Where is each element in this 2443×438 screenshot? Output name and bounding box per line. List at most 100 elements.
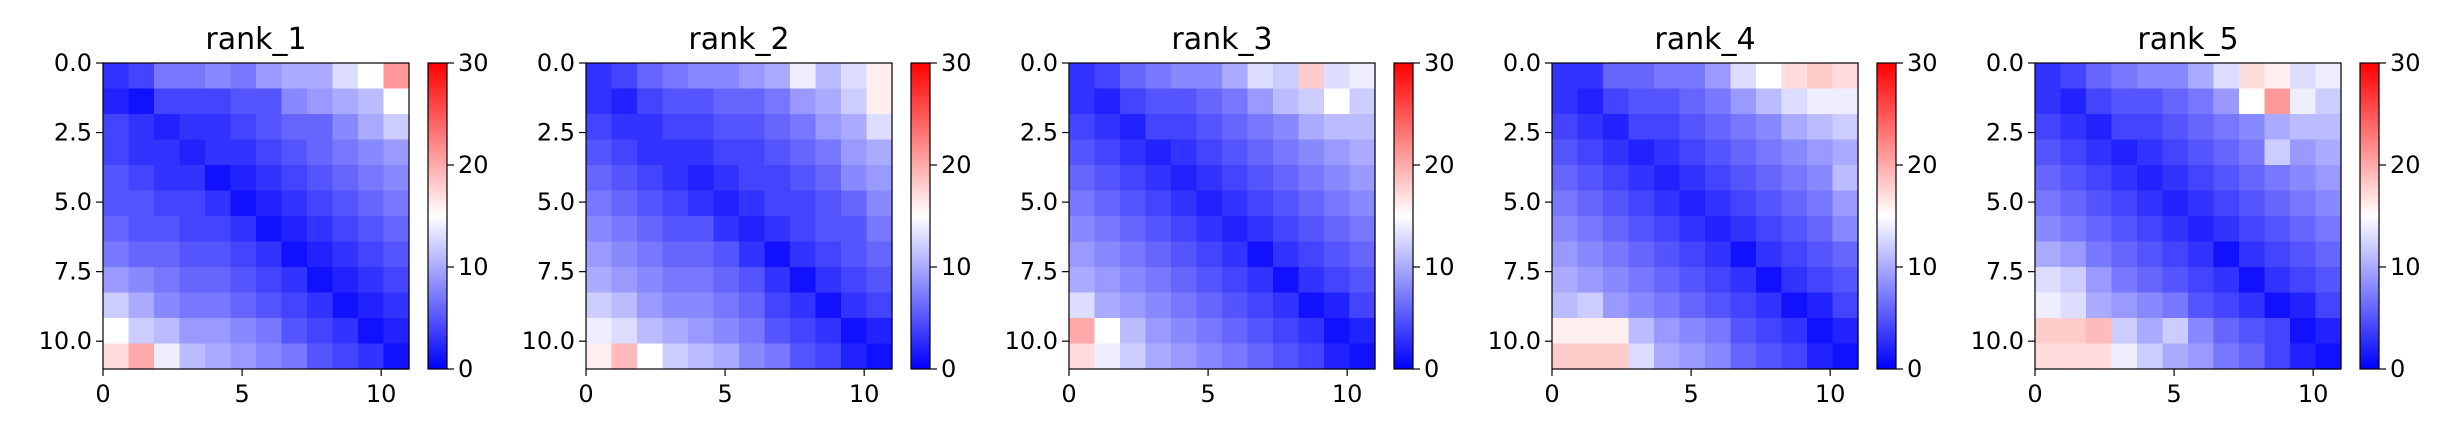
heatmap-cell — [128, 318, 155, 345]
heatmap-cell — [1171, 343, 1198, 370]
heatmap-cell — [1832, 318, 1859, 345]
heatmap-cell — [2239, 267, 2266, 294]
heatmap-cell — [383, 114, 410, 141]
heatmap-cell — [1730, 165, 1757, 192]
heatmap-cell — [713, 165, 740, 192]
heatmap-cell — [1832, 241, 1859, 268]
heatmap-cell — [2315, 267, 2342, 294]
heatmap-cell — [841, 343, 868, 370]
heatmap-cell — [2264, 165, 2291, 192]
heatmap-cell — [2111, 114, 2138, 141]
heatmap-cell — [1679, 318, 1706, 345]
heatmap-cell — [103, 216, 130, 243]
heatmap-cell — [1730, 292, 1757, 319]
heatmap-cell — [1273, 139, 1300, 166]
heatmap-cell — [256, 267, 283, 294]
heatmap-cell — [154, 114, 181, 141]
heatmap-cell — [2213, 241, 2240, 268]
x-tick-label: 10 — [2298, 380, 2329, 408]
heatmap-cell — [383, 216, 410, 243]
heatmap-cell — [2239, 190, 2266, 217]
heatmap-cell — [2188, 267, 2215, 294]
heatmap-cell — [815, 139, 842, 166]
y-tick-label: 0.0 — [537, 49, 575, 77]
heatmap-cell — [230, 267, 257, 294]
heatmap-cell — [866, 241, 893, 268]
heatmap-cell — [281, 165, 308, 192]
heatmap-cell — [1094, 190, 1121, 217]
heatmap-cell — [1730, 139, 1757, 166]
heatmap-cell — [764, 267, 791, 294]
heatmap-cell — [2264, 190, 2291, 217]
heatmap-cell — [790, 114, 817, 141]
heatmap-cell — [841, 267, 868, 294]
y-tick-label: 2.5 — [1020, 119, 1058, 147]
heatmap-cell — [1069, 114, 1096, 141]
heatmap-cell — [586, 318, 613, 345]
heatmap-cell — [1654, 114, 1681, 141]
heatmap-cell — [586, 63, 613, 90]
heatmap-cell — [103, 139, 130, 166]
heatmap-cell — [841, 88, 868, 115]
heatmap-cell — [611, 318, 638, 345]
colorbar-tick-label: 10 — [1424, 253, 1455, 281]
heatmap-cell — [281, 88, 308, 115]
heatmap-cell — [713, 190, 740, 217]
colorbar-tick-label: 20 — [941, 151, 972, 179]
heatmap-cell — [1756, 139, 1783, 166]
heatmap-cell — [739, 216, 766, 243]
heatmap-cell — [841, 190, 868, 217]
heatmap-cell — [2213, 114, 2240, 141]
heatmap-cell — [866, 165, 893, 192]
heatmap-cell — [358, 241, 385, 268]
heatmap-cell — [1781, 343, 1808, 370]
heatmap-cell — [1094, 343, 1121, 370]
heatmap-cell — [1120, 292, 1147, 319]
heatmap-cell — [739, 165, 766, 192]
heatmap-cell — [332, 318, 359, 345]
heatmap-cell — [739, 343, 766, 370]
heatmap-cell — [713, 318, 740, 345]
heatmap-cell — [2137, 216, 2164, 243]
heatmap-cell — [1324, 318, 1351, 345]
heatmap-cell — [1196, 241, 1223, 268]
heatmap-cell — [1324, 241, 1351, 268]
heatmap-cell — [1730, 63, 1757, 90]
heatmap-cell — [1069, 318, 1096, 345]
heatmap-cell — [383, 241, 410, 268]
heatmap-cell — [358, 88, 385, 115]
heatmap-cell — [2086, 216, 2113, 243]
heatmap-cell — [866, 343, 893, 370]
x-tick-label: 5 — [1683, 380, 1698, 408]
heatmap-cell — [662, 139, 689, 166]
heatmap-cell — [1145, 292, 1172, 319]
heatmap-cell — [764, 165, 791, 192]
heatmap-cell — [1552, 267, 1579, 294]
heatmap-cell — [2239, 139, 2266, 166]
heatmap-cell — [637, 165, 664, 192]
heatmap-cell — [815, 216, 842, 243]
heatmap-cell — [2060, 88, 2087, 115]
heatmap-cell — [128, 292, 155, 319]
heatmap-cell — [2290, 216, 2317, 243]
heatmap-cell — [1628, 318, 1655, 345]
heatmap-cell — [205, 114, 232, 141]
heatmap-cell — [815, 190, 842, 217]
heatmap-cell — [2060, 267, 2087, 294]
heatmap-cell — [383, 88, 410, 115]
heatmap-cell — [1552, 139, 1579, 166]
heatmap-cell — [230, 63, 257, 90]
heatmap-cell — [2162, 114, 2189, 141]
heatmap-cell — [103, 318, 130, 345]
heatmap-cell — [1577, 292, 1604, 319]
heatmap-cell — [586, 267, 613, 294]
heatmap-cell — [662, 241, 689, 268]
heatmap-cell — [1349, 343, 1376, 370]
heatmap-cell — [358, 114, 385, 141]
heatmap-cell — [1145, 241, 1172, 268]
heatmap-cell — [637, 343, 664, 370]
heatmap-cell — [383, 318, 410, 345]
heatmap-cell — [2137, 88, 2164, 115]
heatmap-cell — [1781, 165, 1808, 192]
heatmap-cell — [2137, 241, 2164, 268]
